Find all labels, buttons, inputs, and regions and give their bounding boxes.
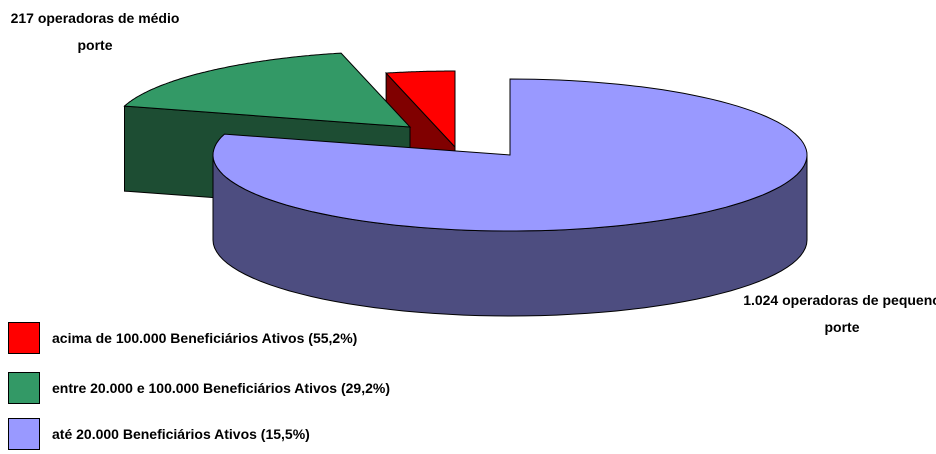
legend-swatch <box>8 418 40 450</box>
slice-label: 217 operadoras de médio porte <box>10 10 180 53</box>
slice <box>123 52 412 128</box>
legend-label: até 20.000 Beneficiários Ativos (15,5%) <box>52 426 310 442</box>
legend-swatch <box>8 372 40 404</box>
legend-swatch <box>8 322 40 354</box>
slice <box>212 78 808 232</box>
legend-label: entre 20.000 e 100.000 Beneficiários Ati… <box>52 380 390 396</box>
legend-label: acima de 100.000 Beneficiários Ativos (5… <box>52 330 358 346</box>
slice <box>385 70 456 149</box>
slice-label: 1.024 operadoras de pequeno porte <box>743 292 936 335</box>
